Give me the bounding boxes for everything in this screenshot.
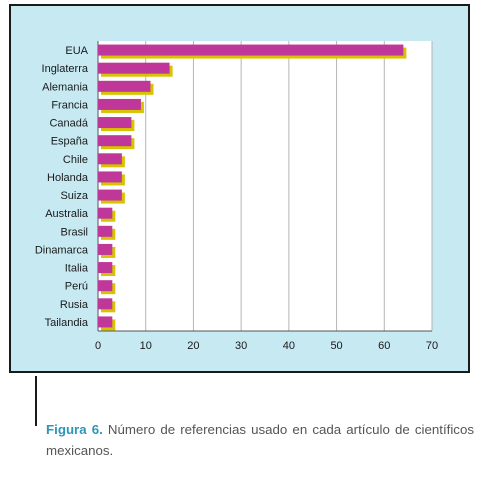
x-tick-label: 60: [378, 340, 390, 352]
bar: [98, 117, 132, 129]
bar: [98, 135, 132, 147]
bar: [98, 262, 113, 274]
caption-text: Número de referencias usado en cada artí…: [46, 422, 474, 458]
plot-area: [98, 41, 432, 331]
x-tick-label: 40: [283, 340, 295, 352]
caption-rule: [35, 376, 37, 426]
category-label: Tailandia: [45, 317, 89, 329]
chart-panel: [9, 4, 470, 373]
x-tick-label: 10: [140, 340, 152, 352]
bar: [98, 316, 113, 328]
bar: [98, 225, 113, 237]
bar: [98, 189, 122, 201]
bar: [98, 207, 113, 219]
x-tick-label: 20: [187, 340, 199, 352]
category-label: Perú: [65, 281, 88, 293]
bar: [98, 153, 122, 165]
category-label: Rusia: [60, 299, 89, 311]
category-label: EUA: [65, 45, 88, 57]
category-label: Canadá: [49, 118, 88, 130]
x-tick-label: 70: [426, 340, 438, 352]
bar: [98, 44, 404, 56]
x-tick-label: 0: [95, 340, 101, 352]
x-tick-label: 50: [330, 340, 342, 352]
bar: [98, 171, 122, 183]
category-label: Chile: [63, 154, 88, 166]
bar: [98, 80, 151, 92]
bar: [98, 243, 113, 255]
bar: [98, 98, 141, 110]
category-label: Australia: [45, 208, 89, 220]
category-label: Brasil: [60, 226, 88, 238]
category-label: Francia: [51, 99, 89, 111]
category-label: Suiza: [60, 190, 88, 202]
figure-caption: Figura 6. Número de referencias usado en…: [46, 419, 474, 461]
category-label: Alemania: [42, 81, 89, 93]
category-label: Inglaterra: [42, 63, 89, 75]
bar: [98, 280, 113, 292]
x-tick-label: 30: [235, 340, 247, 352]
bar: [98, 62, 170, 74]
category-label: Dinamarca: [35, 244, 89, 256]
category-label: Italia: [65, 263, 89, 275]
category-label: España: [51, 136, 89, 148]
bar: [98, 298, 113, 310]
category-label: Holanda: [47, 172, 89, 184]
caption-label: Figura 6.: [46, 422, 103, 437]
